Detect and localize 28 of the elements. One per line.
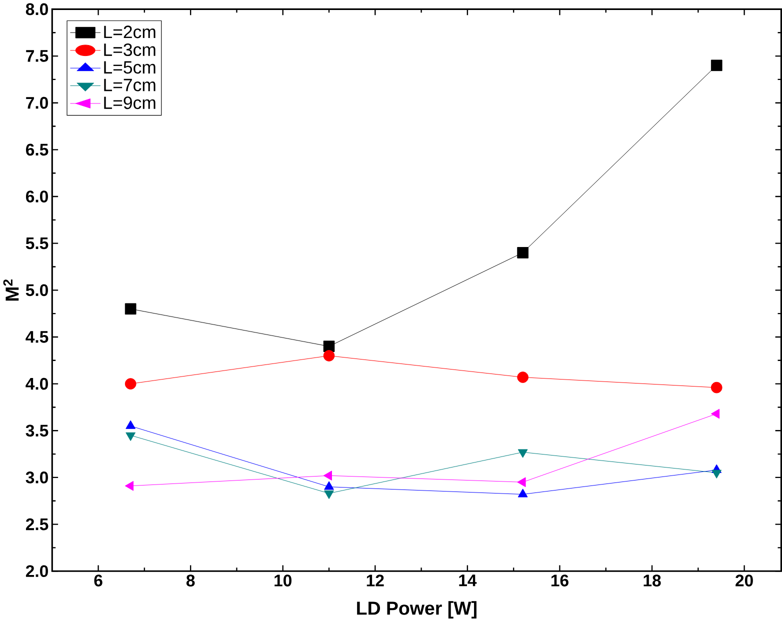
x-tick-label: 10 [274, 574, 292, 587]
y-tick-label: 7.0 [26, 97, 48, 109]
x-tick-label: 20 [736, 574, 753, 587]
x-tick-label: 18 [644, 574, 661, 587]
y-tick-label: 7.5 [26, 50, 48, 62]
x-tick-label: 16 [551, 574, 568, 587]
legend-label: L=5cm [104, 61, 156, 74]
y-axis-title: M$^{2}$ [3, 280, 19, 301]
legend-label: L=3cm [104, 44, 156, 56]
y-tick-label: 2.0 [26, 565, 48, 578]
y-tick-label: 4.5 [26, 331, 48, 343]
y-tick-label: 3.0 [26, 472, 48, 484]
y-tick-label: 3.5 [26, 424, 48, 437]
y-tick-label: 5.0 [26, 284, 48, 296]
x-axis-title: LD Power [W] [357, 601, 476, 619]
legend-label: L=7cm [104, 78, 156, 92]
legend-label: L=2cm [104, 26, 156, 38]
y-tick-label: 6.0 [26, 190, 48, 203]
y-tick-label: 6.5 [26, 144, 48, 156]
y-tick-label: 2.5 [26, 518, 48, 530]
x-tick-label: 8 [186, 574, 195, 587]
x-tick-label: 6 [94, 574, 102, 587]
y-tick-label: 5.5 [26, 238, 48, 250]
x-tick-label: 12 [366, 574, 384, 586]
x-tick-label: 14 [459, 574, 477, 586]
y-tick-label: 8.0 [26, 3, 48, 16]
legend-label: L=9cm [104, 96, 156, 110]
y-tick-label: 4.0 [26, 378, 48, 390]
